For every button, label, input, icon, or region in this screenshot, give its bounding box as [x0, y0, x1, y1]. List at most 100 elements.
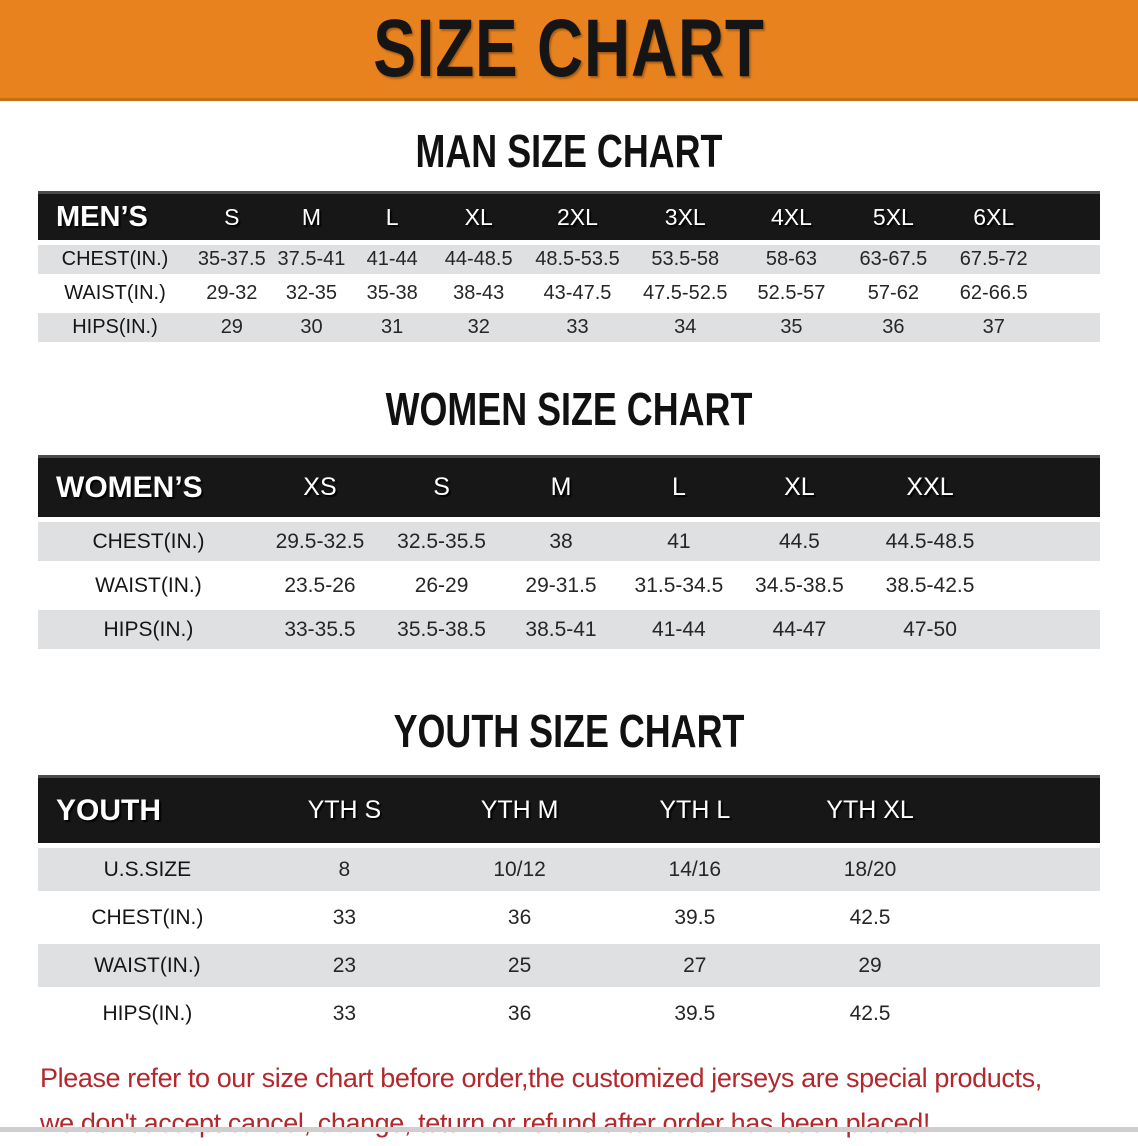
cell: 30 — [271, 313, 352, 342]
disclaimer-line1: Please refer to our size chart before or… — [40, 1063, 1042, 1093]
spacer-cell — [957, 775, 1100, 843]
cell: 38-43 — [453, 282, 505, 304]
cell: 35.5-38.5 — [381, 610, 503, 649]
youth-table-label: YOUTH — [38, 775, 257, 843]
cell: 41-44 — [351, 245, 434, 274]
men-hips-row: HIPS(IN.) 29 30 31 32 33 34 35 36 37 — [38, 313, 1100, 342]
women-table-label: WOMEN’S — [38, 455, 259, 517]
cell: 38.5-41 — [502, 610, 620, 649]
cell: 44-48.5 — [433, 245, 525, 274]
cell: 36 — [507, 1001, 532, 1025]
row-label: WAIST(IN.) — [95, 573, 202, 597]
youth-header-row: YOUTH YTH S YTH M YTH L YTH XL — [38, 775, 1100, 843]
cell: 41-44 — [619, 610, 738, 649]
cell: 32 — [433, 313, 525, 342]
cell: 29-31.5 — [525, 573, 597, 597]
cell: 35-37.5 — [192, 245, 272, 274]
women-header-row: WOMEN’S XS S M L XL XXL — [38, 455, 1100, 517]
spacer-cell — [957, 848, 1100, 891]
women-hips-row: HIPS(IN.) 33-35.5 35.5-38.5 38.5-41 41-4… — [38, 610, 1100, 649]
cell: 36 — [842, 313, 944, 342]
cell: 37 — [943, 313, 1044, 342]
bottom-edge-line — [0, 1127, 1138, 1132]
spacer-cell — [999, 610, 1100, 649]
cell: 35 — [739, 313, 843, 342]
men-size-col-3xl: 3XL — [630, 191, 740, 240]
cell: 39.5 — [674, 1001, 716, 1025]
women-section-heading: WOMEN SIZE CHART — [385, 383, 753, 435]
row-label: HIPS(IN.) — [102, 1001, 193, 1025]
cell: 67.5-72 — [943, 245, 1044, 274]
cell: 47-50 — [861, 610, 1000, 649]
cell: 29.5-32.5 — [258, 522, 382, 561]
cell: 34 — [630, 313, 740, 342]
cell: 63-67.5 — [842, 245, 944, 274]
women-waist-row: WAIST(IN.) 23.5-26 26-29 29-31.5 31.5-34… — [38, 566, 1100, 605]
spacer-cell — [1043, 245, 1100, 274]
youth-size-col-m: YTH M — [431, 775, 608, 843]
spacer-cell — [999, 566, 1100, 605]
youth-waist-row: WAIST(IN.) 23 25 27 29 — [38, 944, 1100, 987]
cell: 32.5-35.5 — [381, 522, 503, 561]
cell: 41 — [619, 522, 738, 561]
cell: 38.5-42.5 — [885, 573, 975, 597]
men-size-col-xl: XL — [433, 191, 525, 240]
cell: 14/16 — [607, 848, 783, 891]
women-size-col-xxl: XXL — [861, 455, 1000, 517]
men-size-col-s: S — [192, 191, 272, 240]
cell: 33 — [524, 313, 631, 342]
men-size-col-l: L — [351, 191, 434, 240]
women-size-col-s: S — [381, 455, 503, 517]
cell: 48.5-53.5 — [524, 245, 631, 274]
women-size-col-l: L — [619, 455, 738, 517]
row-label: WAIST(IN.) — [38, 944, 257, 987]
men-size-col-6xl: 6XL — [943, 191, 1044, 240]
cell: 29 — [192, 313, 272, 342]
youth-size-table: YOUTH YTH S YTH M YTH L YTH XL U.S.SIZE … — [38, 770, 1100, 1040]
cell: 47.5-52.5 — [642, 282, 728, 304]
cell: 23 — [256, 944, 432, 987]
cell: 29-32 — [206, 282, 258, 304]
cell: 52.5-57 — [757, 282, 826, 304]
women-size-col-m: M — [502, 455, 620, 517]
disclaimer: Please refer to our size chart before or… — [40, 1056, 1138, 1146]
men-size-col-4xl: 4XL — [739, 191, 843, 240]
spacer-cell — [1044, 279, 1100, 308]
cell: 26-29 — [414, 573, 469, 597]
men-table-label: MEN’S — [38, 191, 192, 240]
women-size-table: WOMEN’S XS S M L XL XXL CHEST(IN.) 29.5-… — [38, 450, 1100, 654]
men-size-col-5xl: 5XL — [842, 191, 944, 240]
row-label: CHEST(IN.) — [38, 245, 192, 274]
youth-chest-row: CHEST(IN.) 33 36 39.5 42.5 — [38, 896, 1100, 939]
cell: 33-35.5 — [258, 610, 382, 649]
men-size-col-2xl: 2XL — [524, 191, 631, 240]
cell: 10/12 — [431, 848, 608, 891]
cell: 44.5-48.5 — [861, 522, 1000, 561]
cell: 23.5-26 — [284, 573, 356, 597]
cell: 37.5-41 — [271, 245, 352, 274]
cell: 27 — [607, 944, 783, 987]
youth-size-col-s: YTH S — [256, 775, 432, 843]
row-label: WAIST(IN.) — [64, 282, 166, 304]
cell: 39.5 — [674, 905, 716, 929]
men-chest-row: CHEST(IN.) 35-37.5 37.5-41 41-44 44-48.5… — [38, 245, 1100, 274]
cell: 18/20 — [782, 848, 958, 891]
disclaimer-line2: we don't accept cancel, change, teturn o… — [40, 1108, 930, 1138]
men-size-table: MEN’S S M L XL 2XL 3XL 4XL 5XL 6XL CHEST… — [38, 186, 1100, 347]
cell: 62-66.5 — [959, 282, 1028, 304]
spacer-cell — [958, 992, 1100, 1035]
row-label: U.S.SIZE — [38, 848, 257, 891]
men-size-col-m: M — [271, 191, 352, 240]
men-header-row: MEN’S S M L XL 2XL 3XL 4XL 5XL 6XL — [38, 191, 1100, 240]
spacer-cell — [958, 896, 1100, 939]
spacer-cell — [1043, 191, 1100, 240]
cell: 42.5 — [849, 905, 891, 929]
cell: 43-47.5 — [543, 282, 612, 304]
spacer-cell — [999, 522, 1100, 561]
row-label: CHEST(IN.) — [91, 905, 204, 929]
cell: 8 — [256, 848, 432, 891]
youth-section-heading: YOUTH SIZE CHART — [393, 705, 745, 757]
youth-size-col-l: YTH L — [607, 775, 783, 843]
cell: 35-38 — [366, 282, 418, 304]
cell: 53.5-58 — [630, 245, 740, 274]
